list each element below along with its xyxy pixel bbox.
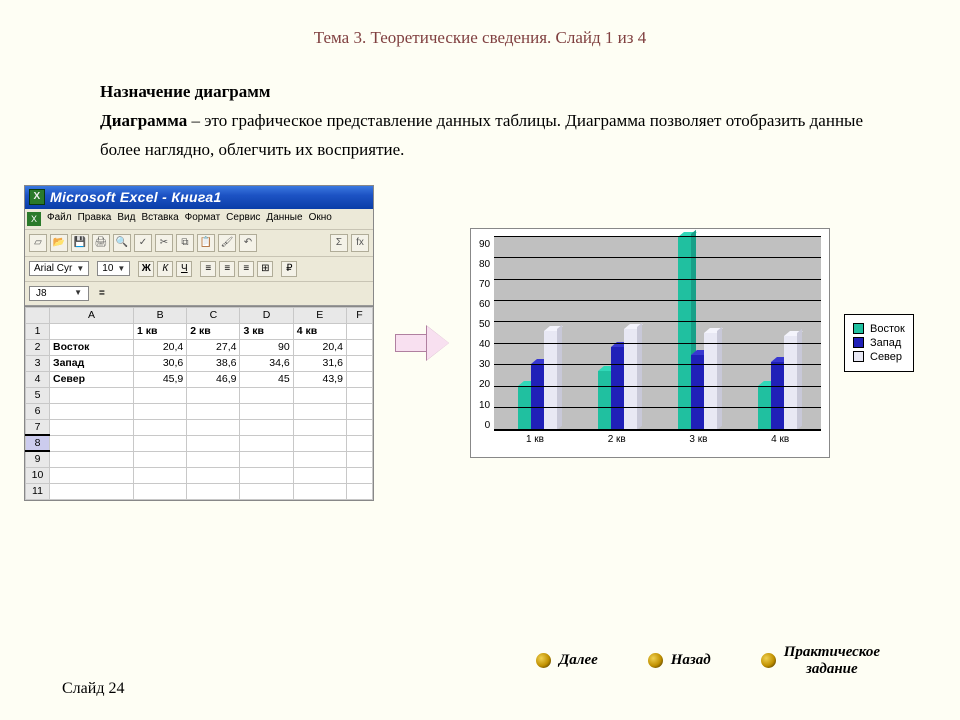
section-heading: Назначение диаграмм — [100, 78, 870, 107]
excel-doc-icon: X — [27, 212, 41, 226]
preview-icon[interactable]: 🔍 — [113, 234, 131, 252]
bar-chart: 9080706050403020100 1 кв2 кв3 кв4 кв — [470, 228, 830, 458]
section-paragraph: Диаграмма – это графическое представлени… — [100, 107, 870, 165]
chart-yaxis: 9080706050403020100 — [479, 237, 494, 449]
task-label: Практическоезадание — [784, 644, 880, 679]
bullet-icon — [761, 653, 776, 668]
body-text: Назначение диаграмм Диаграмма – это граф… — [100, 78, 870, 165]
underline-icon[interactable]: Ч — [176, 261, 192, 277]
align-center-icon[interactable]: ≡ — [219, 261, 235, 277]
excel-screenshot: X Microsoft Excel - Книга1 X Файл Правка… — [24, 185, 374, 501]
next-button[interactable]: Далее — [536, 644, 598, 679]
task-button[interactable]: Практическоезадание — [761, 644, 880, 679]
bold-icon[interactable]: Ж — [138, 261, 154, 277]
chart-area: 9080706050403020100 1 кв2 кв3 кв4 кв Вос… — [470, 228, 914, 458]
font-size-field[interactable]: 10▼ — [97, 261, 130, 276]
bullet-icon — [536, 653, 551, 668]
back-label: Назад — [671, 652, 711, 669]
currency-icon[interactable]: ₽ — [281, 261, 297, 277]
fx-icon[interactable]: fx — [351, 234, 369, 252]
menu-view[interactable]: Вид — [117, 212, 135, 226]
excel-grid[interactable]: ABCDEF11 кв2 кв3 кв4 кв2Восток20,427,490… — [25, 306, 373, 500]
excel-menubar: X Файл Правка Вид Вставка Формат Сервис … — [25, 209, 373, 230]
align-left-icon[interactable]: ≡ — [200, 261, 216, 277]
save-icon[interactable]: 💾 — [71, 234, 89, 252]
excel-toolbar: ▱ 📂 💾 🖨 🔍 ✓ ✂ ⧉ 📋 🖌 ↶ Σ fx — [25, 230, 373, 257]
new-icon[interactable]: ▱ — [29, 234, 47, 252]
excel-app-icon: X — [29, 189, 45, 205]
next-label: Далее — [559, 652, 598, 669]
sum-icon[interactable]: Σ — [330, 234, 348, 252]
merge-icon[interactable]: ⊞ — [257, 261, 273, 277]
arrow-icon — [392, 326, 452, 360]
bullet-icon — [648, 653, 663, 668]
spell-icon[interactable]: ✓ — [134, 234, 152, 252]
undo-icon[interactable]: ↶ — [239, 234, 257, 252]
slide-header: Тема 3. Теоретические сведения. Слайд 1 … — [0, 0, 960, 48]
italic-icon[interactable]: К — [157, 261, 173, 277]
chart-plot: 1 кв2 кв3 кв4 кв — [494, 237, 821, 431]
format-painter-icon[interactable]: 🖌 — [218, 234, 236, 252]
formula-equals: = — [99, 288, 105, 299]
font-name-field[interactable]: Arial Cyr▼ — [29, 261, 89, 276]
term: Диаграмма — [100, 111, 187, 130]
cut-icon[interactable]: ✂ — [155, 234, 173, 252]
slide-number: Слайд 24 — [62, 680, 124, 698]
definition: – это графическое представление данных т… — [100, 111, 863, 159]
excel-formula-bar: J8▼ = — [25, 282, 373, 306]
print-icon[interactable]: 🖨 — [92, 234, 110, 252]
menu-insert[interactable]: Вставка — [141, 212, 178, 226]
back-button[interactable]: Назад — [648, 644, 711, 679]
menu-edit[interactable]: Правка — [78, 212, 112, 226]
menu-file[interactable]: Файл — [47, 212, 72, 226]
copy-icon[interactable]: ⧉ — [176, 234, 194, 252]
menu-data[interactable]: Данные — [266, 212, 302, 226]
excel-titlebar: X Microsoft Excel - Книга1 — [25, 186, 373, 209]
excel-title: Microsoft Excel - Книга1 — [50, 189, 222, 205]
open-icon[interactable]: 📂 — [50, 234, 68, 252]
name-box[interactable]: J8▼ — [29, 286, 89, 301]
menu-format[interactable]: Формат — [185, 212, 221, 226]
paste-icon[interactable]: 📋 — [197, 234, 215, 252]
nav-buttons: Далее Назад Практическоезадание — [0, 644, 960, 679]
chart-xaxis: 1 кв2 кв3 кв4 кв — [494, 430, 821, 445]
excel-format-bar: Arial Cyr▼ 10▼ Ж К Ч ≡ ≡ ≡ ⊞ ₽ — [25, 257, 373, 282]
menu-window[interactable]: Окно — [309, 212, 332, 226]
align-right-icon[interactable]: ≡ — [238, 261, 254, 277]
chart-legend: ВостокЗападСевер — [844, 314, 914, 372]
menu-service[interactable]: Сервис — [226, 212, 260, 226]
